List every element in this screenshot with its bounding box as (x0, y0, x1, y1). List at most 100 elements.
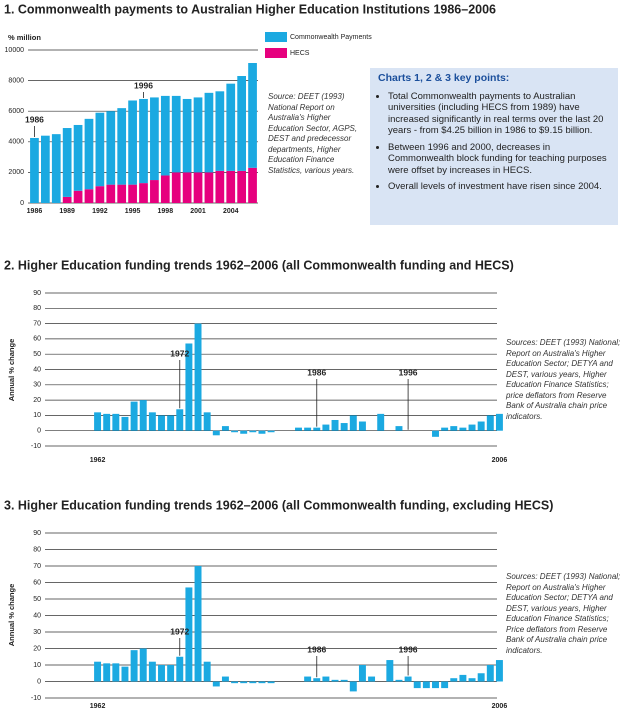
y-tick-label: 6000 (8, 108, 24, 115)
bar-segment (84, 118, 94, 190)
y-tick-label: 90 (33, 530, 41, 537)
y-tick-label: 60 (33, 579, 41, 586)
y-tick-label: 70 (33, 563, 41, 570)
bar-segment (62, 196, 72, 203)
bar (349, 681, 357, 692)
key-points: Charts 1, 2 & 3 key points: Total Common… (370, 68, 618, 225)
y-axis-label: % million (8, 33, 41, 42)
y-tick-label: 30 (33, 382, 41, 389)
bar (148, 661, 156, 682)
annotation: 1972 (170, 348, 189, 358)
bar (404, 676, 412, 682)
bar (495, 660, 503, 682)
x-tick-label: 2006 (492, 457, 508, 464)
source-note: Sources: DEET (1993) National; Report on… (506, 338, 621, 421)
bar-segment (182, 172, 192, 203)
bar (340, 679, 348, 682)
bar (258, 681, 266, 684)
bar (477, 421, 485, 431)
bar-segment (128, 100, 137, 185)
x-tick-label: 1962 (90, 703, 106, 710)
annotation: 1986 (307, 367, 326, 377)
y-tick-label: 60 (33, 336, 41, 343)
bar-segment (139, 183, 148, 203)
bar (468, 424, 476, 431)
y-tick-label: 80 (33, 546, 41, 553)
bar-segment (171, 172, 181, 203)
y-tick-label: 50 (33, 351, 41, 358)
bar-segment (204, 172, 214, 203)
x-tick-label: 1989 (59, 208, 75, 215)
bar (130, 650, 138, 682)
legend-swatch (265, 48, 287, 58)
bar-segment (237, 76, 247, 171)
bar-segment (73, 124, 83, 191)
bar (450, 426, 458, 431)
bar (441, 681, 449, 689)
bar-segment (215, 170, 225, 203)
bar-segment (150, 180, 159, 203)
bar (459, 674, 467, 682)
key-points-title: Charts 1, 2 & 3 key points: (378, 72, 510, 84)
x-tick-label: 1998 (158, 208, 174, 215)
y-tick-label: 20 (33, 645, 41, 652)
bar-segment (95, 186, 105, 203)
bar (368, 676, 376, 682)
bar (304, 427, 312, 431)
bar (258, 430, 266, 434)
bar (395, 426, 403, 431)
bar-segment (248, 63, 257, 168)
bar (304, 676, 312, 682)
bar (322, 676, 330, 682)
annotation: 1972 (170, 626, 189, 636)
legend-label: Commonwealth Payments (290, 34, 372, 41)
chart-title: 2. Higher Education funding trends 1962–… (4, 258, 514, 272)
bar (231, 681, 239, 684)
y-tick-label: 80 (33, 305, 41, 312)
y-tick-label: 2000 (8, 169, 24, 176)
bar-segment (226, 83, 236, 171)
bar (322, 424, 330, 431)
y-tick-label: 8000 (8, 77, 24, 84)
bar-segment (193, 97, 203, 173)
key-point: Overall levels of investment have risen … (388, 181, 614, 193)
bar (112, 413, 120, 431)
bar (486, 415, 494, 431)
bar (358, 421, 366, 431)
bar-segment (237, 170, 247, 203)
bar (94, 412, 102, 431)
bar (495, 413, 503, 431)
bar (231, 430, 239, 433)
bar (203, 661, 211, 682)
bar (386, 660, 394, 682)
bar (313, 678, 321, 682)
bar (203, 412, 211, 431)
bar (395, 679, 403, 682)
key-points-list: Total Commonwealth payments to Australia… (374, 91, 614, 193)
bar (185, 343, 193, 431)
bar (349, 415, 357, 431)
y-tick-label: 0 (37, 678, 41, 685)
bar (221, 426, 229, 431)
bar (167, 665, 175, 682)
bar (94, 661, 102, 682)
bar (450, 678, 458, 682)
bar (477, 673, 485, 682)
bar-segment (40, 135, 50, 203)
legend-label: HECS (290, 50, 310, 57)
legend-swatch (265, 32, 287, 42)
bar (432, 430, 439, 437)
bar-segment (117, 108, 127, 185)
x-tick-label: 2004 (223, 208, 239, 215)
bar (221, 676, 229, 682)
bar (249, 681, 257, 684)
bar (331, 679, 339, 682)
chart-title: 1. Commonwealth payments to Australian H… (4, 2, 496, 16)
bar-segment (248, 167, 257, 203)
bar (295, 427, 302, 431)
source-note: Source: DEET (1993) National Report on A… (268, 92, 358, 175)
y-tick-label: 50 (33, 596, 41, 603)
bar (267, 430, 275, 433)
y-tick-label: 40 (33, 612, 41, 619)
